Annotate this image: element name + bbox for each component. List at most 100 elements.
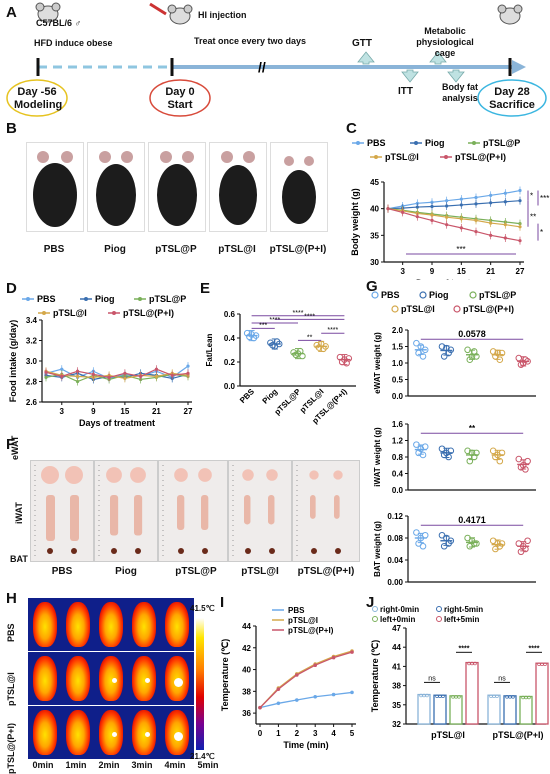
x-tick-label: 15: [457, 267, 466, 276]
y-tick-label: 0.5: [392, 376, 404, 385]
data-point: [496, 457, 504, 465]
data-point: [524, 537, 531, 545]
hotspot-marker: [145, 732, 150, 737]
data-point: [524, 457, 531, 465]
thermal-image: [28, 652, 62, 705]
thermal-mouse-shape: [99, 602, 123, 647]
data-point: [345, 355, 353, 362]
y-tick-label: 0.0: [392, 486, 404, 495]
legend-marker: [444, 155, 448, 159]
x-axis-label: Days of treatment: [79, 418, 155, 428]
data-point: [123, 376, 127, 381]
data-point: [430, 200, 434, 204]
data-point: [258, 705, 262, 710]
legend-label: left+0min: [380, 615, 415, 624]
data-point: [430, 204, 434, 209]
legend-marker: [469, 291, 477, 299]
legend-label: pTSL@P: [483, 138, 520, 148]
y-axis-label: Temperature (℃): [370, 640, 380, 712]
chart-i-temperature-curve: 36 38 40 42 44 Temperature (℃) 0 1 2 3 4 5 Time (min…: [220, 606, 356, 750]
treat-note: Treat once every two days: [194, 36, 307, 46]
thermal-image: [61, 652, 95, 705]
data-point: [315, 344, 323, 351]
thermal-mouse-shape: [33, 602, 57, 647]
y-tick-label: 2.8: [26, 378, 38, 387]
data-point: [473, 540, 480, 547]
y-tick-label: 2.6: [26, 398, 38, 407]
data-point: [445, 223, 449, 227]
thermal-mouse-shape: [99, 710, 123, 755]
thermal-image: [127, 652, 161, 705]
x-tick-label: 27: [184, 407, 193, 416]
data-point: [413, 529, 420, 536]
bar: [503, 695, 517, 725]
y-tick-label: 2.0: [392, 326, 404, 335]
data-point: [154, 367, 159, 371]
data-point: [459, 203, 463, 207]
tissue-label-ptsl-p: pTSL@P: [175, 566, 217, 577]
thermal-row-label-pbs: PBS: [6, 623, 16, 642]
data-point: [386, 207, 390, 211]
legend-label: PBS: [367, 138, 386, 148]
data-point: [515, 455, 523, 463]
series-line-2: [259, 651, 353, 709]
data-point: [313, 663, 317, 667]
y-tick-label: 0.0: [392, 392, 404, 401]
tissue-label-ptsl-pi: pTSL@(P+I): [297, 566, 355, 577]
series-line-2: [387, 208, 521, 225]
hotspot-marker: [174, 732, 183, 741]
data-point: [489, 201, 493, 205]
panel-letter-f: F: [6, 436, 16, 453]
photo-label-piog: Piog: [104, 244, 126, 255]
data-point: [445, 215, 449, 219]
legend-label: Piog: [95, 294, 115, 304]
y-axis-label: eWAT weight (g): [373, 332, 382, 394]
data-point: [413, 339, 420, 347]
y-axis-label: BAT weight (g): [373, 521, 382, 577]
svg-text://: //: [258, 59, 266, 75]
thermal-row-label-ptsl-pi: pTSL@(P+I): [6, 722, 16, 774]
panel-letter-b: B: [6, 120, 17, 137]
y-tick-label: 3.2: [26, 337, 38, 346]
data-point: [75, 379, 80, 384]
legend-marker: [436, 616, 442, 622]
y-axis-label: Fat/Lean: [205, 333, 214, 366]
x-tick-label: pTSL@I: [431, 730, 465, 740]
tissue-photo-0: [30, 460, 94, 562]
mouse-strain-label: C57BL/6 ♂: [36, 18, 82, 28]
data-point: [474, 202, 478, 206]
hotspot-marker: [145, 678, 150, 683]
y-tick-label: 0.0: [224, 382, 236, 391]
row-label-ewat: eWAT: [10, 435, 20, 460]
data-point: [498, 540, 506, 547]
y-tick-label: 44: [392, 643, 401, 652]
photo-label-pbs: PBS: [43, 244, 65, 255]
data-point: [438, 343, 446, 350]
data-point: [107, 375, 111, 379]
data-point: [489, 193, 493, 197]
mouse-photo-pbs: [26, 142, 84, 232]
y-tick-label: 32: [392, 720, 401, 729]
data-point: [123, 371, 127, 375]
itt-label: ITT: [398, 86, 413, 97]
mouse-sacrifice-icon: [497, 4, 523, 25]
y-tick-label: 3.4: [26, 316, 38, 325]
data-point: [495, 694, 499, 698]
data-point: [44, 375, 48, 379]
thermal-mouse-shape: [132, 656, 156, 701]
y-tick-label: 1.6: [392, 420, 404, 429]
bar: [449, 695, 463, 725]
data-point: [489, 221, 493, 225]
data-point: [503, 236, 507, 240]
y-tick-label: 30: [370, 258, 379, 267]
data-point: [474, 218, 478, 222]
mouse-icon: [35, 2, 61, 23]
series-line-4: [387, 208, 521, 242]
mouse-injection-icon: [149, 2, 193, 25]
data-point: [518, 188, 522, 193]
x-tick-label: 21: [152, 407, 161, 416]
data-point: [295, 673, 299, 677]
x-tick-label: 21: [486, 267, 495, 276]
x-tick-label: pTSL@(P+I): [492, 730, 543, 740]
data-point: [139, 374, 143, 378]
